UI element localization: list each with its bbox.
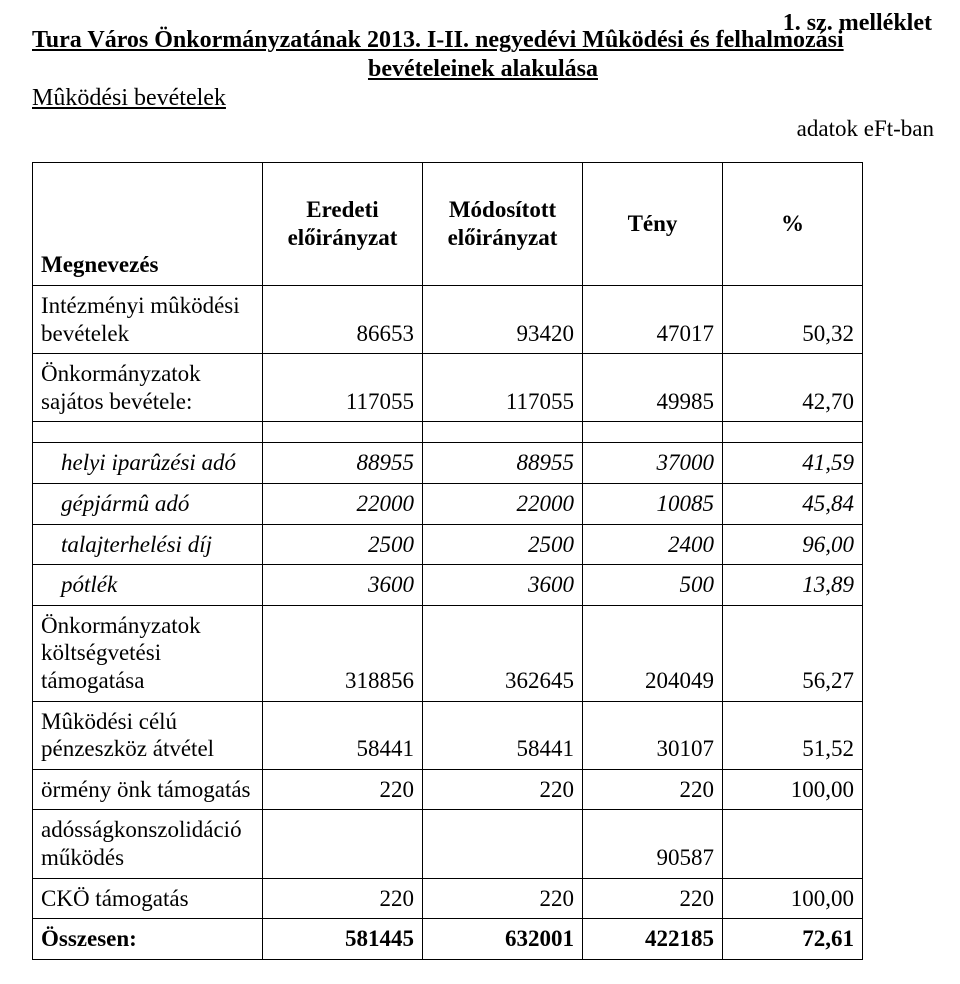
cell-c1: 318856 bbox=[263, 605, 423, 701]
cell-c3: 500 bbox=[583, 565, 723, 606]
cell-c1: 3600 bbox=[263, 565, 423, 606]
row-label: talajterhelési díj bbox=[33, 524, 263, 565]
cell-c1: 581445 bbox=[263, 919, 423, 960]
table-row: Mûködési célú pénzeszköz átvétel58441584… bbox=[33, 701, 863, 769]
row-label: Intézményi mûködési bevételek bbox=[33, 286, 263, 354]
cell-c2: 58441 bbox=[423, 701, 583, 769]
table-row bbox=[33, 422, 863, 443]
table-row: Önkormányzatok költségvetési támogatása3… bbox=[33, 605, 863, 701]
row-label: Önkormányzatok sajátos bevétele: bbox=[33, 354, 263, 422]
row-label: Önkormányzatok költségvetési támogatása bbox=[33, 605, 263, 701]
cell-c1 bbox=[263, 810, 423, 878]
cell-c1: 220 bbox=[263, 769, 423, 810]
cell-c3: 204049 bbox=[583, 605, 723, 701]
table-row: pótlék3600360050013,89 bbox=[33, 565, 863, 606]
row-label: adósságkonszolidáció működés bbox=[33, 810, 263, 878]
title-block: Tura Város Önkormányzatának 2013. I-II. … bbox=[32, 27, 934, 112]
row-label: CKÖ támogatás bbox=[33, 878, 263, 919]
table-row: CKÖ támogatás220220220100,00 bbox=[33, 878, 863, 919]
col-orig: Eredeti előirányzat bbox=[263, 163, 423, 286]
table-row: örmény önk támogatás220220220100,00 bbox=[33, 769, 863, 810]
row-label: pótlék bbox=[33, 565, 263, 606]
cell-c2: 632001 bbox=[423, 919, 583, 960]
cell-c4: 100,00 bbox=[723, 769, 863, 810]
row-label: gépjármû adó bbox=[33, 483, 263, 524]
subheading: Mûködési bevételek bbox=[32, 85, 934, 112]
cell-c2: 88955 bbox=[423, 443, 583, 484]
table-body: Intézményi mûködési bevételek86653934204… bbox=[33, 286, 863, 960]
table-row: adósságkonszolidáció működés 90587 bbox=[33, 810, 863, 878]
cell-c4: 45,84 bbox=[723, 483, 863, 524]
table-row: helyi iparûzési adó88955889553700041,59 bbox=[33, 443, 863, 484]
cell-c2: 22000 bbox=[423, 483, 583, 524]
col-name: Megnevezés bbox=[33, 163, 263, 286]
cell-c3: 2400 bbox=[583, 524, 723, 565]
data-table: Megnevezés Eredeti előirányzat Módosítot… bbox=[32, 162, 863, 960]
cell-c1: 117055 bbox=[263, 354, 423, 422]
cell-c4: 56,27 bbox=[723, 605, 863, 701]
col-mod: Módosított előirányzat bbox=[423, 163, 583, 286]
cell-c2: 2500 bbox=[423, 524, 583, 565]
cell-c4: 100,00 bbox=[723, 878, 863, 919]
cell-c4: 96,00 bbox=[723, 524, 863, 565]
cell-c4: 50,32 bbox=[723, 286, 863, 354]
units-label: adatok eFt-ban bbox=[32, 116, 934, 142]
cell-c2: 93420 bbox=[423, 286, 583, 354]
col-fact: Tény bbox=[583, 163, 723, 286]
page: 1. sz. melléklet Tura Város Önkormányzat… bbox=[0, 0, 960, 984]
title-line-2: bevételeinek alakulása bbox=[32, 56, 934, 83]
cell-c4: 41,59 bbox=[723, 443, 863, 484]
cell-c2: 3600 bbox=[423, 565, 583, 606]
cell-c2: 220 bbox=[423, 878, 583, 919]
cell-c3: 47017 bbox=[583, 286, 723, 354]
cell-c1: 58441 bbox=[263, 701, 423, 769]
cell-c2: 117055 bbox=[423, 354, 583, 422]
row-label: helyi iparûzési adó bbox=[33, 443, 263, 484]
table-row: Önkormányzatok sajátos bevétele:11705511… bbox=[33, 354, 863, 422]
cell-c2: 362645 bbox=[423, 605, 583, 701]
table-row: talajterhelési díj25002500240096,00 bbox=[33, 524, 863, 565]
cell-c4: 51,52 bbox=[723, 701, 863, 769]
cell-c1: 88955 bbox=[263, 443, 423, 484]
cell-c4: 72,61 bbox=[723, 919, 863, 960]
cell-c4: 42,70 bbox=[723, 354, 863, 422]
cell-c1: 86653 bbox=[263, 286, 423, 354]
cell-c3: 30107 bbox=[583, 701, 723, 769]
spacer-cell bbox=[423, 422, 583, 443]
row-label: Összesen: bbox=[33, 919, 263, 960]
row-label: Mûködési célú pénzeszköz átvétel bbox=[33, 701, 263, 769]
cell-c3: 220 bbox=[583, 769, 723, 810]
cell-c4: 13,89 bbox=[723, 565, 863, 606]
table-row: Összesen:58144563200142218572,61 bbox=[33, 919, 863, 960]
row-label: örmény önk támogatás bbox=[33, 769, 263, 810]
annex-label: 1. sz. melléklet bbox=[783, 10, 932, 37]
cell-c3: 422185 bbox=[583, 919, 723, 960]
cell-c3: 10085 bbox=[583, 483, 723, 524]
spacer-cell bbox=[263, 422, 423, 443]
table-row: gépjármû adó22000220001008545,84 bbox=[33, 483, 863, 524]
spacer-cell bbox=[583, 422, 723, 443]
table-row: Intézményi mûködési bevételek86653934204… bbox=[33, 286, 863, 354]
cell-c3: 37000 bbox=[583, 443, 723, 484]
col-pct: % bbox=[723, 163, 863, 286]
cell-c3: 49985 bbox=[583, 354, 723, 422]
cell-c1: 220 bbox=[263, 878, 423, 919]
cell-c1: 22000 bbox=[263, 483, 423, 524]
cell-c2 bbox=[423, 810, 583, 878]
spacer-cell bbox=[33, 422, 263, 443]
cell-c2: 220 bbox=[423, 769, 583, 810]
cell-c3: 220 bbox=[583, 878, 723, 919]
cell-c4 bbox=[723, 810, 863, 878]
cell-c3: 90587 bbox=[583, 810, 723, 878]
header-row: Megnevezés Eredeti előirányzat Módosítot… bbox=[33, 163, 863, 286]
cell-c1: 2500 bbox=[263, 524, 423, 565]
spacer-cell bbox=[723, 422, 863, 443]
